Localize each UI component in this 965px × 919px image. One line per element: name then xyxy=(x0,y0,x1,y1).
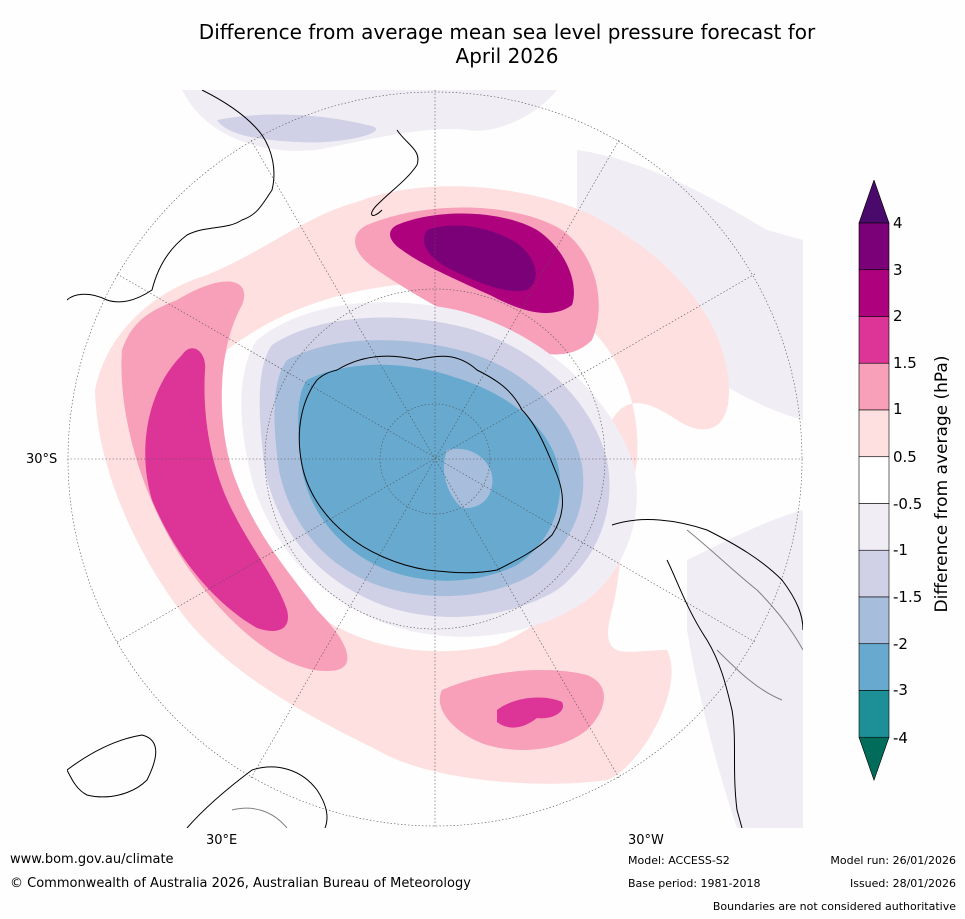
footer-url[interactable]: www.bom.gov.au/climate xyxy=(10,852,174,867)
country-borders xyxy=(231,529,803,828)
colorbar-bin xyxy=(858,596,890,645)
colorbar-bin xyxy=(858,180,890,224)
new-zealand-coast xyxy=(371,129,419,216)
colorbar-tick: 2 xyxy=(893,307,903,325)
anomaly-east-3to4 xyxy=(423,225,536,292)
colorbar-tick: -4 xyxy=(893,729,908,747)
colorbar-bin xyxy=(858,736,890,782)
graticule xyxy=(67,90,803,828)
colorbar-bin xyxy=(858,643,890,691)
colorbar-tick: -1 xyxy=(893,541,908,559)
lat-label-30s: 30°S xyxy=(26,452,58,467)
colorbar-bin xyxy=(858,362,890,411)
anomaly-antarctic-neg2 xyxy=(298,364,561,581)
colorbar-bin xyxy=(858,269,890,317)
footer-issued: Issued: 28/01/2026 xyxy=(849,877,956,890)
australia-coast xyxy=(67,90,275,303)
colorbar-bin xyxy=(858,316,890,364)
footer-copyright: © Commonwealth of Australia 2026, Austra… xyxy=(10,876,471,891)
colorbar xyxy=(858,180,890,782)
colorbar-tick: 0.5 xyxy=(893,448,917,466)
footer-model-run: Model run: 26/01/2026 xyxy=(830,854,956,867)
south-america-coast xyxy=(611,519,803,828)
footer-model: Model: ACCESS-S2 xyxy=(628,854,730,867)
anomaly-antarctic-pocket xyxy=(443,448,493,509)
colorbar-tick: -1.5 xyxy=(893,588,923,606)
colorbar-tick: -0.5 xyxy=(893,495,923,513)
colorbar-bin xyxy=(858,549,890,598)
anomaly-south-1.5to2 xyxy=(497,697,563,728)
map-panel xyxy=(67,90,803,828)
colorbar-tick: 4 xyxy=(893,214,903,232)
antarctica-coast xyxy=(298,355,563,574)
colorbar-bin xyxy=(858,690,890,738)
colorbar-bin xyxy=(858,222,890,271)
footer-base-period: Base period: 1981-2018 xyxy=(628,877,761,890)
anomaly-weak-negative-small xyxy=(217,114,377,143)
africa-coast xyxy=(67,734,328,828)
colorbar-tick: 1 xyxy=(893,400,903,418)
colorbar-tick: -3 xyxy=(893,681,908,699)
colorbar-bin xyxy=(858,409,890,458)
colorbar-tick: 3 xyxy=(893,261,903,279)
title-line-1: Difference from average mean sea level p… xyxy=(198,20,816,44)
footer-disclaimer: Boundaries are not considered authoritat… xyxy=(712,900,956,913)
lon-label-30w: 30°W xyxy=(628,833,664,848)
colorbar-tick: -2 xyxy=(893,635,908,653)
chart-title: Difference from average mean sea level p… xyxy=(150,20,864,68)
anomaly-west-1.5to2 xyxy=(145,348,288,631)
title-line-2: April 2026 xyxy=(455,44,559,68)
colorbar-bin xyxy=(858,503,890,551)
coastlines xyxy=(67,90,803,828)
map-svg xyxy=(67,90,803,828)
colorbar-tick: 1.5 xyxy=(893,354,917,372)
colorbar-bin xyxy=(858,456,890,504)
colorbar-label: Difference from average (hPa) xyxy=(932,355,952,613)
lon-label-30e: 30°E xyxy=(206,833,238,848)
